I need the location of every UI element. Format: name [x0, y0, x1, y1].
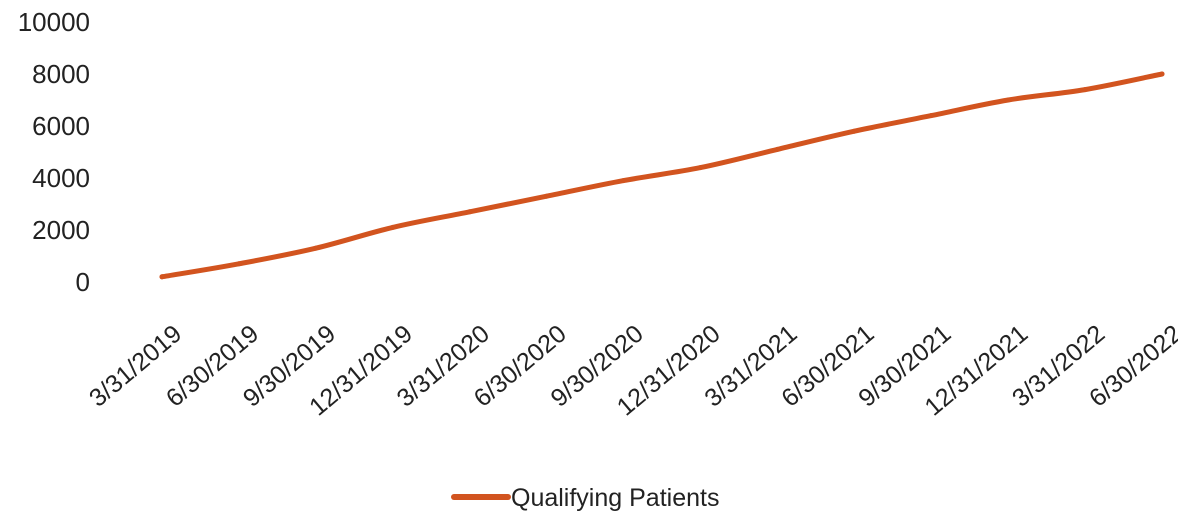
series-layer	[159, 71, 1165, 280]
data-point	[390, 224, 396, 230]
data-point	[621, 178, 627, 184]
y-tick-label: 6000	[32, 111, 90, 141]
y-axis-labels: 0 2000 4000 6000 8000 10000	[18, 7, 90, 297]
y-tick-label: 2000	[32, 215, 90, 245]
y-tick-label: 0	[76, 267, 90, 297]
legend: Qualifying Patients	[451, 484, 719, 512]
x-axis-labels: 3/31/20196/30/20199/30/201912/31/20193/3…	[84, 320, 1178, 422]
data-point	[697, 165, 703, 171]
data-point	[313, 245, 319, 251]
data-point	[1005, 97, 1011, 103]
data-point	[159, 274, 165, 280]
data-point	[467, 209, 473, 215]
data-point	[774, 146, 780, 152]
data-point	[928, 113, 934, 119]
legend-label-qualifying-patients: Qualifying Patients	[511, 484, 719, 512]
data-point	[1159, 71, 1165, 77]
data-point	[236, 261, 242, 267]
data-point	[851, 128, 857, 134]
y-tick-label: 8000	[32, 59, 90, 89]
y-tick-label: 10000	[18, 7, 90, 37]
series-line-qualifying-patients	[159, 71, 1165, 280]
data-point	[544, 193, 550, 199]
y-tick-label: 4000	[32, 163, 90, 193]
data-point	[1082, 87, 1088, 93]
